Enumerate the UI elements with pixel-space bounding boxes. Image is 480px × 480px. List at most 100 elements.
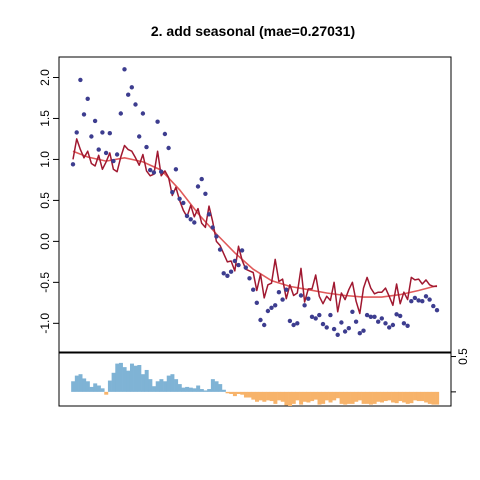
residual-bar — [174, 379, 179, 392]
residual-bar — [357, 391, 362, 401]
residual-bar — [321, 391, 326, 404]
data-point — [188, 217, 193, 222]
main-plot-frame — [58, 56, 452, 353]
residual-bar — [416, 391, 421, 402]
residual-bar — [104, 391, 109, 395]
data-point — [280, 297, 285, 302]
data-point — [96, 147, 101, 152]
residual-bar — [413, 391, 418, 401]
data-point — [151, 170, 157, 175]
data-point — [309, 314, 315, 319]
data-point — [81, 112, 87, 117]
y-tick-label: -1.0 — [38, 313, 52, 334]
residual-bar — [133, 365, 138, 392]
residual-bar — [280, 391, 285, 402]
residual-bar — [203, 390, 208, 392]
residual-bars — [71, 362, 440, 406]
data-point — [357, 331, 362, 336]
data-point — [74, 130, 79, 135]
data-point — [137, 134, 142, 139]
data-point — [427, 297, 432, 302]
residual-bar — [214, 381, 219, 392]
data-point — [221, 271, 226, 276]
y-tick-label: 1.0 — [38, 151, 52, 168]
residual-bar — [427, 391, 432, 404]
data-point — [383, 321, 388, 326]
residual-bar — [394, 391, 399, 404]
data-point — [269, 305, 274, 310]
data-point — [89, 134, 94, 139]
residual-bar — [383, 391, 388, 402]
data-point — [203, 191, 208, 196]
residual-panel: 0.5 — [58, 348, 470, 407]
data-point — [298, 293, 304, 298]
data-point — [387, 325, 392, 330]
seasonal-fit-line — [72, 138, 437, 315]
data-point — [247, 276, 252, 281]
data-point — [405, 323, 410, 328]
residual-bar — [89, 386, 94, 392]
residual-bar — [232, 391, 237, 397]
data-point — [217, 247, 223, 252]
data-point — [390, 322, 396, 328]
residual-bar — [159, 379, 164, 392]
residual-bar — [78, 374, 83, 392]
residual-bar — [258, 391, 263, 401]
residual-bar — [335, 391, 340, 399]
residual-bar — [93, 383, 98, 392]
residual-bar — [192, 388, 197, 392]
residual-bar — [111, 372, 116, 392]
residual-bar — [122, 367, 127, 392]
data-point — [306, 296, 311, 301]
data-point — [401, 321, 407, 326]
data-point — [140, 111, 146, 116]
y-tick-label: 2.0 — [38, 69, 52, 86]
residual-bar — [302, 391, 307, 402]
data-point — [122, 67, 127, 72]
data-point — [394, 312, 399, 317]
data-point — [379, 316, 384, 321]
data-point — [162, 131, 168, 137]
residual-bar — [115, 363, 120, 392]
residual-bar — [435, 391, 440, 405]
data-point — [339, 320, 344, 325]
residual-bar — [339, 391, 344, 404]
residual-bar — [284, 391, 289, 406]
data-point — [262, 322, 267, 328]
data-point — [85, 96, 90, 102]
data-point — [144, 144, 149, 150]
data-point — [155, 119, 160, 124]
residual-bar — [74, 375, 79, 392]
residual-bar — [380, 391, 384, 403]
residual-bar — [328, 391, 333, 403]
data-point — [335, 332, 340, 337]
data-point — [350, 309, 355, 314]
data-point — [228, 269, 234, 274]
residual-bar — [240, 391, 245, 395]
residual-bar — [225, 391, 230, 394]
residual-bar — [129, 363, 134, 392]
data-point — [291, 322, 296, 328]
data-point — [78, 77, 83, 83]
residual-bar — [402, 391, 407, 403]
residual-bar — [398, 391, 403, 402]
residual-bar — [255, 391, 259, 402]
data-point — [276, 290, 282, 295]
chart-title: 2. add seasonal (mae=0.27031) — [151, 23, 355, 39]
residual-bar — [273, 391, 278, 404]
residual-bar — [368, 391, 373, 405]
residual-bar — [266, 391, 271, 401]
data-point — [302, 303, 307, 308]
data-point — [225, 273, 230, 278]
data-point — [254, 300, 259, 305]
residual-bar — [181, 387, 186, 392]
y-tick-label: 0.5 — [38, 192, 52, 209]
data-point — [342, 329, 348, 334]
data-point — [295, 321, 300, 326]
y-tick-label: 0.0 — [38, 233, 52, 250]
data-point — [192, 220, 197, 225]
residual-bar — [372, 391, 377, 404]
residual-bar — [424, 391, 429, 403]
residual-bar — [163, 381, 168, 392]
